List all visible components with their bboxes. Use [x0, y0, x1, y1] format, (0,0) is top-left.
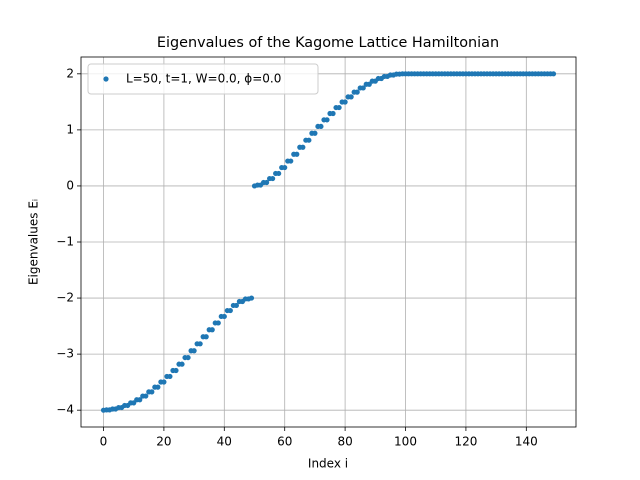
x-tick-label: 60	[277, 435, 292, 449]
y-tick-label: −4	[56, 403, 74, 417]
point	[179, 361, 185, 367]
point	[161, 379, 167, 385]
point	[173, 367, 179, 374]
y-tick-label: 2	[66, 66, 74, 80]
point	[288, 158, 294, 164]
point	[348, 94, 354, 100]
x-tick-label: 80	[337, 435, 352, 449]
point	[167, 373, 173, 380]
legend-box	[87, 63, 319, 95]
x-axis-label: Index i	[308, 457, 348, 471]
point	[209, 327, 215, 333]
point	[155, 384, 161, 390]
plot-frame	[80, 56, 577, 428]
x-tick-label: 40	[217, 435, 232, 449]
legend-marker	[103, 76, 109, 82]
y-tick-label: 1	[66, 122, 74, 136]
x-tick-label: 140	[515, 435, 538, 449]
point	[324, 117, 330, 123]
x-tick-label: 0	[100, 435, 108, 449]
y-tick-label: −1	[56, 235, 74, 249]
point	[191, 348, 197, 354]
point	[354, 89, 360, 95]
y-axis-label: Eigenvalues Eᵢ	[27, 199, 41, 285]
point	[149, 389, 155, 395]
y-tick-label: −2	[56, 291, 74, 305]
point	[185, 354, 191, 361]
y-tick-label: −3	[56, 347, 74, 361]
point	[263, 179, 270, 186]
point	[203, 334, 209, 340]
x-tick-label: 120	[454, 435, 477, 449]
point	[550, 71, 557, 77]
point	[276, 170, 282, 177]
chart-title: Eigenvalues of the Kagome Lattice Hamilt…	[157, 35, 499, 51]
point	[215, 320, 221, 326]
point	[312, 130, 318, 136]
legend-label: L=50, t=1, W=0.0, ϕ=0.0	[126, 72, 281, 86]
x-tick-label: 20	[156, 435, 171, 449]
point	[227, 307, 233, 314]
point	[330, 110, 336, 117]
point	[248, 295, 255, 301]
point	[336, 104, 342, 111]
point	[270, 175, 276, 182]
legend: L=50, t=1, W=0.0, ϕ=0.0	[87, 63, 319, 95]
y-tick-label: 0	[66, 178, 74, 192]
point	[294, 151, 300, 157]
point	[197, 341, 203, 347]
point	[233, 302, 239, 309]
point	[143, 393, 149, 399]
point	[300, 144, 306, 150]
x-tick-label: 100	[394, 435, 417, 449]
point	[360, 85, 366, 91]
point	[342, 99, 348, 105]
point	[282, 164, 288, 171]
point	[318, 123, 324, 130]
point	[137, 397, 143, 403]
point	[221, 313, 227, 320]
point	[306, 137, 312, 143]
